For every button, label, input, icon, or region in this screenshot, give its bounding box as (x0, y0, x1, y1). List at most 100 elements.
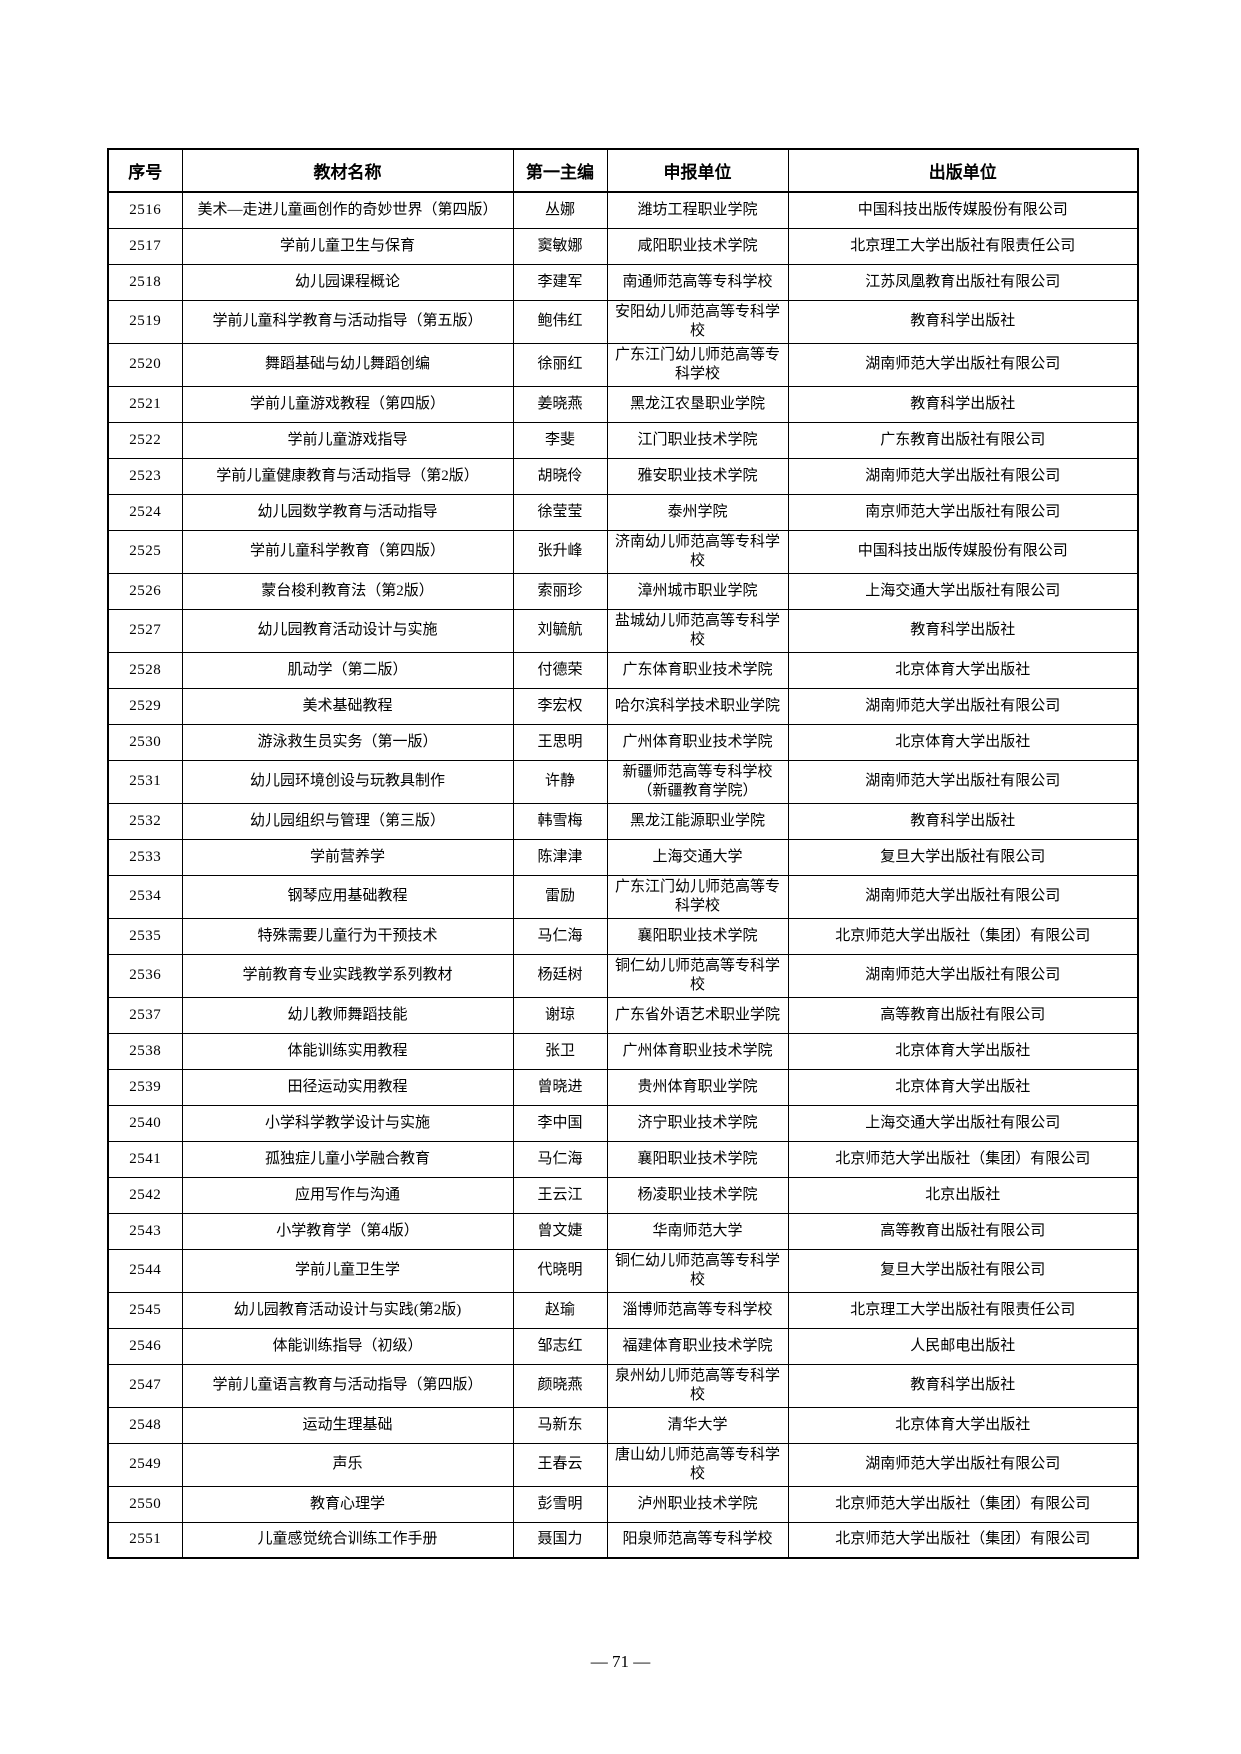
editor-cell: 雷励 (512, 874, 608, 919)
publisher-cell: 湖南师范大学出版社有限公司 (787, 874, 1139, 919)
editor-cell: 马仁海 (512, 1140, 608, 1178)
title-cell: 应用写作与沟通 (181, 1176, 514, 1214)
title-cell: 学前儿童健康教育与活动指导（第2版） (181, 457, 514, 495)
applicant-cell: 盐城幼儿师范高等专科学校 (606, 608, 789, 653)
column-header-editor: 第一主编 (512, 148, 608, 193)
title-cell: 学前营养学 (181, 838, 514, 876)
editor-cell: 徐丽红 (512, 342, 608, 387)
editor-cell: 李中国 (512, 1104, 608, 1142)
title-cell: 孤独症儿童小学融合教育 (181, 1140, 514, 1178)
column-header-serial: 序号 (107, 148, 183, 193)
title-cell: 小学科学教学设计与实施 (181, 1104, 514, 1142)
publisher-cell: 上海交通大学出版社有限公司 (787, 1104, 1139, 1142)
table-row: 2540 小学科学教学设计与实施 李中国 济宁职业技术学院 上海交通大学出版社有限公司 (107, 1104, 1139, 1142)
publisher-cell: 教育科学出版社 (787, 299, 1139, 344)
table-row: 2520 舞蹈基础与幼儿舞蹈创编 徐丽红 广东江门幼儿师范高等专科学校 湖南师范大学出版… (107, 342, 1139, 387)
publisher-cell: 北京师范大学出版社（集团）有限公司 (787, 1485, 1139, 1523)
editor-cell: 代晓明 (512, 1248, 608, 1293)
title-cell: 学前儿童卫生学 (181, 1248, 514, 1293)
serial-cell: 2530 (107, 723, 183, 761)
editor-cell: 索丽珍 (512, 572, 608, 610)
publisher-cell: 湖南师范大学出版社有限公司 (787, 759, 1139, 804)
table-row: 2517 学前儿童卫生与保育 窦敏娜 咸阳职业技术学院 北京理工大学出版社有限责任公司 (107, 227, 1139, 265)
serial-cell: 2546 (107, 1327, 183, 1365)
publisher-cell: 北京体育大学出版社 (787, 651, 1139, 689)
publisher-cell: 教育科学出版社 (787, 608, 1139, 653)
editor-cell: 胡晓伶 (512, 457, 608, 495)
serial-cell: 2535 (107, 917, 183, 955)
applicant-cell: 黑龙江能源职业学院 (606, 802, 789, 840)
publisher-cell: 湖南师范大学出版社有限公司 (787, 1442, 1139, 1487)
textbook-list-table: 序号 教材名称 第一主编 申报单位 出版单位 2516 美术—走进儿童画创作的奇妙世界（第… (107, 148, 1139, 1559)
table-row: 2542 应用写作与沟通 王云江 杨凌职业技术学院 北京出版社 (107, 1176, 1139, 1214)
title-cell: 肌动学（第二版） (181, 651, 514, 689)
applicant-cell: 淄博师范高等专科学校 (606, 1291, 789, 1329)
table-row: 2544 学前儿童卫生学 代晓明 铜仁幼儿师范高等专科学校 复旦大学出版社有限公司 (107, 1248, 1139, 1293)
serial-cell: 2523 (107, 457, 183, 495)
publisher-cell: 教育科学出版社 (787, 1363, 1139, 1408)
publisher-cell: 湖南师范大学出版社有限公司 (787, 953, 1139, 998)
title-cell: 儿童感觉统合训练工作手册 (181, 1521, 514, 1559)
serial-cell: 2537 (107, 996, 183, 1034)
title-cell: 幼儿园课程概论 (181, 263, 514, 301)
table-row: 2547 学前儿童语言教育与活动指导（第四版） 颜晓燕 泉州幼儿师范高等专科学校 教育科… (107, 1363, 1139, 1408)
editor-cell: 窦敏娜 (512, 227, 608, 265)
editor-cell: 丛娜 (512, 191, 608, 229)
title-cell: 蒙台梭利教育法（第2版） (181, 572, 514, 610)
table-row: 2541 孤独症儿童小学融合教育 马仁海 襄阳职业技术学院 北京师范大学出版社（集团）有… (107, 1140, 1139, 1178)
applicant-cell: 南通师范高等专科学校 (606, 263, 789, 301)
column-header-applicant: 申报单位 (606, 148, 789, 193)
publisher-cell: 北京体育大学出版社 (787, 1068, 1139, 1106)
title-cell: 体能训练指导（初级） (181, 1327, 514, 1365)
title-cell: 学前儿童语言教育与活动指导（第四版） (181, 1363, 514, 1408)
title-cell: 舞蹈基础与幼儿舞蹈创编 (181, 342, 514, 387)
table-row: 2543 小学教育学（第4版） 曾文婕 华南师范大学 高等教育出版社有限公司 (107, 1212, 1139, 1250)
publisher-cell: 湖南师范大学出版社有限公司 (787, 687, 1139, 725)
title-cell: 幼儿园教育活动设计与实施 (181, 608, 514, 653)
serial-cell: 2524 (107, 493, 183, 531)
table-row: 2523 学前儿童健康教育与活动指导（第2版） 胡晓伶 雅安职业技术学院 湖南师范大学出… (107, 457, 1139, 495)
table-row: 2535 特殊需要儿童行为干预技术 马仁海 襄阳职业技术学院 北京师范大学出版社（集团）… (107, 917, 1139, 955)
applicant-cell: 贵州体育职业学院 (606, 1068, 789, 1106)
publisher-cell: 中国科技出版传媒股份有限公司 (787, 191, 1139, 229)
serial-cell: 2525 (107, 529, 183, 574)
table-row: 2526 蒙台梭利教育法（第2版） 索丽珍 漳州城市职业学院 上海交通大学出版社有限公司 (107, 572, 1139, 610)
table-row: 2533 学前营养学 陈津津 上海交通大学 复旦大学出版社有限公司 (107, 838, 1139, 876)
applicant-cell: 泉州幼儿师范高等专科学校 (606, 1363, 789, 1408)
publisher-cell: 江苏凤凰教育出版社有限公司 (787, 263, 1139, 301)
editor-cell: 马仁海 (512, 917, 608, 955)
serial-cell: 2542 (107, 1176, 183, 1214)
serial-cell: 2526 (107, 572, 183, 610)
applicant-cell: 泰州学院 (606, 493, 789, 531)
applicant-cell: 广州体育职业技术学院 (606, 1032, 789, 1070)
publisher-cell: 人民邮电出版社 (787, 1327, 1139, 1365)
applicant-cell: 广州体育职业技术学院 (606, 723, 789, 761)
table-row: 2530 游泳救生员实务（第一版） 王思明 广州体育职业技术学院 北京体育大学出版社 (107, 723, 1139, 761)
table-row: 2534 钢琴应用基础教程 雷励 广东江门幼儿师范高等专科学校 湖南师范大学出版社有限公… (107, 874, 1139, 919)
editor-cell: 鲍伟红 (512, 299, 608, 344)
serial-cell: 2539 (107, 1068, 183, 1106)
table-row: 2538 体能训练实用教程 张卫 广州体育职业技术学院 北京体育大学出版社 (107, 1032, 1139, 1070)
editor-cell: 马新东 (512, 1406, 608, 1444)
table-row: 2529 美术基础教程 李宏权 哈尔滨科学技术职业学院 湖南师范大学出版社有限公司 (107, 687, 1139, 725)
applicant-cell: 江门职业技术学院 (606, 421, 789, 459)
applicant-cell: 安阳幼儿师范高等专科学校 (606, 299, 789, 344)
editor-cell: 李宏权 (512, 687, 608, 725)
serial-cell: 2521 (107, 385, 183, 423)
title-cell: 幼儿园数学教育与活动指导 (181, 493, 514, 531)
table-row: 2531 幼儿园环境创设与玩教具制作 许静 新疆师范高等专科学校（新疆教育学院） 湖南师… (107, 759, 1139, 804)
publisher-cell: 复旦大学出版社有限公司 (787, 838, 1139, 876)
serial-cell: 2520 (107, 342, 183, 387)
table-row: 2518 幼儿园课程概论 李建军 南通师范高等专科学校 江苏凤凰教育出版社有限公司 (107, 263, 1139, 301)
title-cell: 学前儿童游戏指导 (181, 421, 514, 459)
publisher-cell: 南京师范大学出版社有限公司 (787, 493, 1139, 531)
table-header-row: 序号 教材名称 第一主编 申报单位 出版单位 (107, 148, 1139, 193)
publisher-cell: 北京体育大学出版社 (787, 1032, 1139, 1070)
serial-cell: 2545 (107, 1291, 183, 1329)
applicant-cell: 咸阳职业技术学院 (606, 227, 789, 265)
applicant-cell: 铜仁幼儿师范高等专科学校 (606, 1248, 789, 1293)
title-cell: 体能训练实用教程 (181, 1032, 514, 1070)
serial-cell: 2527 (107, 608, 183, 653)
applicant-cell: 清华大学 (606, 1406, 789, 1444)
table-row: 2539 田径运动实用教程 曾晓进 贵州体育职业学院 北京体育大学出版社 (107, 1068, 1139, 1106)
